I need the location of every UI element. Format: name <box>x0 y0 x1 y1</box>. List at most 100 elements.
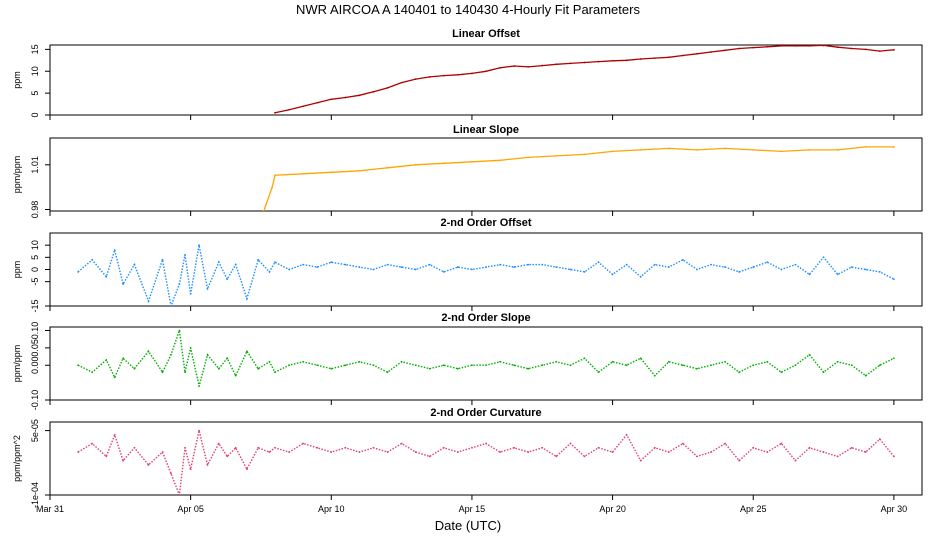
y-tick-label: -0.10 <box>30 390 40 411</box>
data-point <box>358 169 361 172</box>
data-point <box>555 360 558 363</box>
y-tick-label: 0.98 <box>30 201 40 219</box>
y-tick-label: 0.10 <box>30 322 40 340</box>
data-point <box>274 261 276 264</box>
data-point <box>864 146 867 148</box>
data-point <box>257 446 260 449</box>
data-point <box>639 357 642 360</box>
data-point <box>226 278 229 281</box>
data-point <box>246 468 248 471</box>
data-point <box>386 371 389 374</box>
data-point <box>217 442 220 445</box>
data-point <box>178 494 181 495</box>
data-point <box>358 266 361 268</box>
data-point <box>752 266 755 268</box>
data-point <box>471 446 473 449</box>
data-point <box>456 367 459 370</box>
y-tick-label: -15 <box>30 299 40 312</box>
data-point <box>611 59 614 62</box>
data-point <box>738 47 741 50</box>
data-point <box>696 268 698 271</box>
data-point <box>808 149 811 151</box>
data-point <box>513 65 516 67</box>
data-point <box>344 364 347 367</box>
data-point <box>780 371 783 374</box>
data-point <box>206 464 209 466</box>
data-point <box>330 261 333 264</box>
data-point <box>864 268 867 271</box>
data-point <box>471 268 473 271</box>
data-point <box>724 360 726 363</box>
y-tick-label: 1.01 <box>30 156 40 174</box>
data-point <box>892 146 895 148</box>
data-point <box>77 451 80 453</box>
x-tick-label: Apr 20 <box>599 504 626 514</box>
data-point <box>428 263 431 266</box>
data-point <box>794 364 797 367</box>
data-point <box>527 367 530 370</box>
data-point <box>836 273 839 276</box>
data-point <box>696 367 698 370</box>
data-point <box>527 263 530 266</box>
data-point <box>302 442 305 445</box>
panel-frame <box>49 137 923 212</box>
data-point <box>625 364 628 367</box>
data-point <box>274 446 276 449</box>
panel-4: 2-nd Order Slope ppm/ppm -0.10 0.000.050.10 <box>12 312 923 411</box>
data-point <box>541 64 544 67</box>
data-point <box>268 451 271 453</box>
data-point <box>583 153 586 156</box>
y-tick-label: 15 <box>30 44 40 54</box>
data-point <box>189 346 192 349</box>
data-point <box>850 446 853 449</box>
data-point <box>372 446 375 449</box>
data-point <box>499 263 501 266</box>
data-point <box>724 49 726 52</box>
data-point <box>766 261 769 264</box>
data-point <box>442 364 445 367</box>
data-point <box>822 256 825 259</box>
y-tick-label: 0 <box>30 112 40 117</box>
data-point <box>724 147 726 150</box>
data-point <box>569 268 572 271</box>
data-point <box>442 162 445 165</box>
data-point <box>198 244 200 247</box>
data-point <box>147 350 150 353</box>
data-point <box>555 63 558 66</box>
data-point <box>330 171 333 174</box>
data-point <box>892 455 895 458</box>
data-point <box>234 263 237 266</box>
data-point <box>653 446 656 449</box>
data-point <box>836 455 839 458</box>
data-point <box>189 292 192 295</box>
data-point <box>91 258 94 261</box>
data-point <box>597 261 600 264</box>
data-point <box>527 451 530 453</box>
data-point <box>555 266 558 268</box>
data-point <box>428 76 431 78</box>
data-point <box>682 442 684 445</box>
data-point <box>696 149 698 151</box>
data-point <box>625 59 628 62</box>
data-point <box>639 58 642 60</box>
data-point <box>667 360 670 363</box>
data-point <box>780 442 783 445</box>
data-point <box>836 360 839 363</box>
panel-frame <box>49 421 923 496</box>
y-tick-label: -5 <box>30 278 40 286</box>
data-point <box>485 70 487 73</box>
data-point <box>611 360 614 363</box>
panel-frame <box>49 44 923 116</box>
data-point <box>302 105 305 108</box>
data-point <box>555 154 558 157</box>
data-point <box>105 359 108 361</box>
data-point <box>724 442 726 445</box>
data-point <box>667 56 670 59</box>
data-point <box>611 451 614 453</box>
data-point <box>878 438 881 441</box>
data-point <box>184 446 186 449</box>
data-point <box>456 73 459 76</box>
data-point <box>569 364 572 367</box>
data-point <box>316 364 319 367</box>
data-point <box>710 263 712 266</box>
